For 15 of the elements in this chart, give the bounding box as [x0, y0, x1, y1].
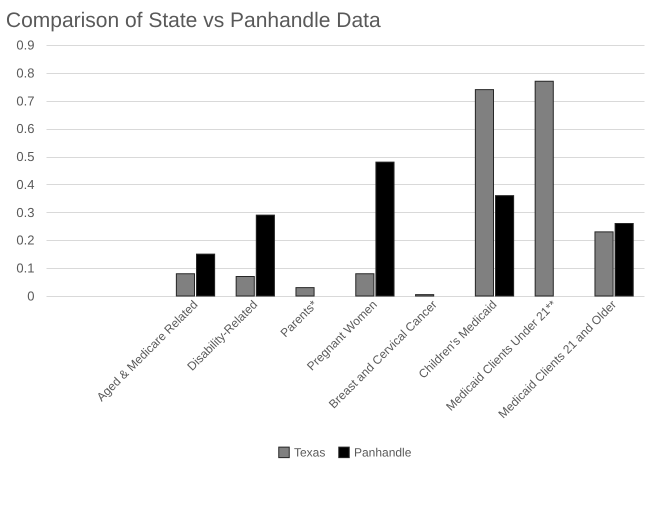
y-tick-label: 0.3 [16, 204, 34, 220]
legend-label: Panhandle [354, 445, 412, 460]
y-tick-label: 0 [27, 288, 34, 304]
bar [295, 287, 315, 296]
bar [534, 80, 554, 296]
chart-title: Comparison of State vs Panhandle Data [6, 9, 381, 32]
y-tick-label: 0.1 [16, 260, 34, 276]
y-tick-label: 0.2 [16, 232, 34, 248]
y-tick-label: 0.4 [16, 176, 34, 192]
y-tick-label: 0.8 [16, 65, 34, 80]
y-tick-label: 0.5 [16, 149, 34, 164]
y-tick-label: 0.7 [16, 93, 34, 108]
y-tick-label: 0.6 [16, 121, 34, 136]
legend-label: Texas [294, 445, 326, 460]
y-tick-label: 0.9 [16, 38, 34, 52]
